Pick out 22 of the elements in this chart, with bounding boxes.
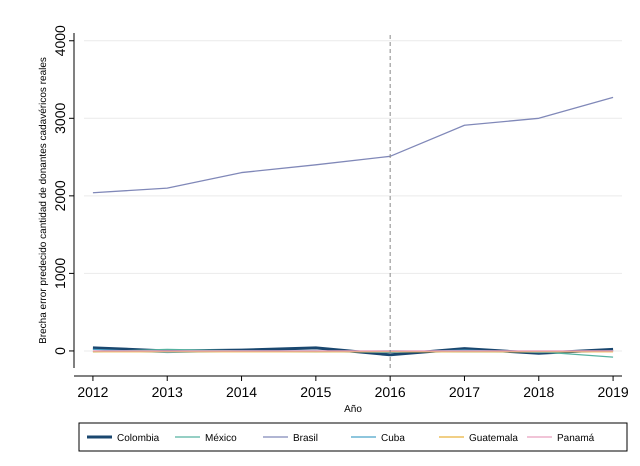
- x-tick-label: 2012: [77, 384, 109, 400]
- x-tick-label: 2014: [226, 384, 258, 400]
- x-axis-title: Año: [344, 404, 362, 415]
- x-tick-label: 2018: [523, 384, 555, 400]
- legend-label: Brasil: [293, 433, 318, 444]
- legend-label: Colombia: [117, 433, 160, 444]
- y-tick-label: 2000: [52, 180, 68, 212]
- line-series: [92, 96, 614, 194]
- y-axis-title: Brecha error predecido cantidad de donantes cadavéricos reales: [38, 57, 49, 344]
- legend-label: Guatemala: [469, 433, 518, 444]
- legend-label: Cuba: [381, 433, 406, 444]
- x-tick-label: 2015: [300, 384, 332, 400]
- legend-label: México: [205, 433, 238, 444]
- x-tick-label: 2016: [374, 384, 406, 400]
- x-tick-label: 2017: [448, 384, 480, 400]
- y-tick-label: 1000: [52, 258, 68, 289]
- x-tick-label: 2013: [152, 384, 184, 400]
- x-tick-label: 2019: [598, 384, 629, 400]
- legend-label: Panamá: [557, 433, 595, 444]
- y-tick-label: 4000: [52, 24, 68, 56]
- y-tick-label: 3000: [52, 102, 68, 134]
- y-tick-label: 0: [52, 346, 68, 355]
